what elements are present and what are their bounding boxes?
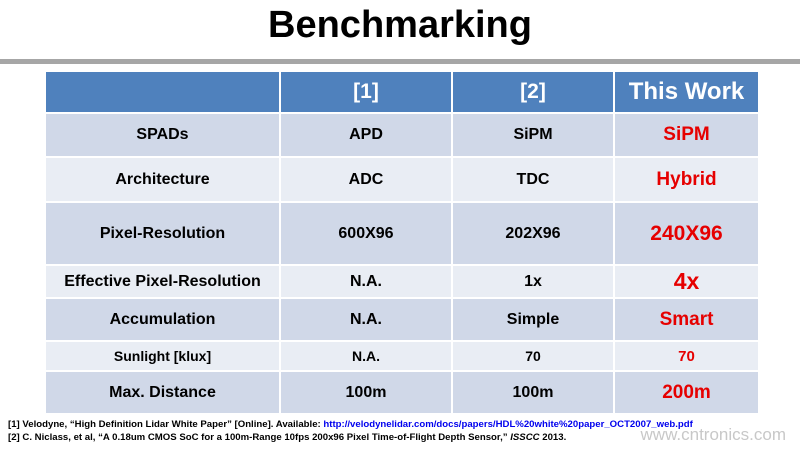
row-label: Max. Distance: [44, 370, 281, 415]
footnote-text: [2] C. Niclass, et al, “A 0.18um CMOS So…: [8, 432, 511, 443]
table-cell: N.A.: [279, 297, 453, 342]
table-cell: 200m: [613, 370, 760, 415]
table-cell: N.A.: [279, 264, 453, 299]
row-label: Accumulation: [44, 297, 281, 342]
table-row: Pixel-Resolution 600X96 202X96 240X96: [44, 201, 760, 266]
table-cell: N.A.: [279, 340, 453, 372]
row-label: SPADs: [44, 112, 281, 158]
table-cell: Smart: [613, 297, 760, 342]
table-cell: 70: [451, 340, 615, 372]
table-row: Accumulation N.A. Simple Smart: [44, 297, 760, 342]
header-row: [1] [2] This Work: [44, 70, 760, 114]
table-cell: Hybrid: [613, 156, 760, 203]
footnote-venue: ISSCC: [510, 432, 540, 443]
footnote-link[interactable]: http://velodynelidar.com/docs/papers/HDL…: [323, 419, 693, 430]
table-cell: APD: [279, 112, 453, 158]
table-row: Architecture ADC TDC Hybrid: [44, 156, 760, 203]
column-header: [2]: [451, 70, 615, 114]
footnote: [2] C. Niclass, et al, “A 0.18um CMOS So…: [8, 431, 693, 444]
table-cell: 1x: [451, 264, 615, 299]
watermark: www.cntronics.com: [640, 425, 786, 444]
table-cell: SiPM: [451, 112, 615, 158]
title-rule: [0, 59, 800, 64]
table-row: SPADs APD SiPM SiPM: [44, 112, 760, 158]
table-cell: SiPM: [613, 112, 760, 158]
table-row: Effective Pixel-Resolution N.A. 1x 4x: [44, 264, 760, 299]
table-cell: 4x: [613, 264, 760, 299]
footnotes: [1] Velodyne, “High Definition Lidar Whi…: [8, 418, 693, 444]
footnote-text: [1] Velodyne, “High Definition Lidar Whi…: [8, 419, 324, 430]
row-label: Sunlight [klux]: [44, 340, 281, 372]
footnote-year: 2013.: [539, 432, 567, 443]
table-cell: 600X96: [279, 201, 453, 266]
table-cell: 202X96: [451, 201, 615, 266]
slide-title: Benchmarking: [268, 4, 532, 46]
footnote: [1] Velodyne, “High Definition Lidar Whi…: [8, 418, 693, 431]
row-label: Architecture: [44, 156, 281, 203]
table-cell: 70: [613, 340, 760, 372]
table-cell: TDC: [451, 156, 615, 203]
table-cell: ADC: [279, 156, 453, 203]
table-row: Max. Distance 100m 100m 200m: [44, 370, 760, 415]
benchmark-table: [1] [2] This Work SPADs APD SiPM SiPM Architect…: [44, 70, 760, 415]
table-row: Sunlight [klux] N.A. 70 70: [44, 340, 760, 372]
row-label: Effective Pixel-Resolution: [44, 264, 281, 299]
column-header: [1]: [279, 70, 453, 114]
column-header: This Work: [613, 70, 760, 114]
column-header: [44, 70, 281, 114]
table-cell: Simple: [451, 297, 615, 342]
row-label: Pixel-Resolution: [44, 201, 281, 266]
table-cell: 100m: [451, 370, 615, 415]
table-cell: 240X96: [613, 201, 760, 266]
table-cell: 100m: [279, 370, 453, 415]
